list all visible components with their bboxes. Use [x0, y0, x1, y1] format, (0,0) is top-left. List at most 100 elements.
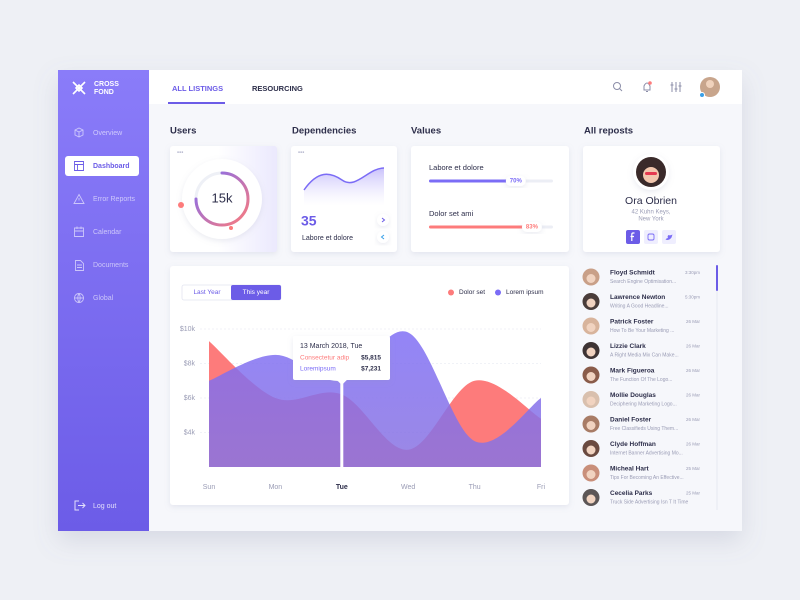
notification-dot [648, 81, 652, 85]
y-tick-label: $10k [180, 326, 196, 333]
dependencies-value: 35 [301, 213, 317, 229]
dependencies-label: Labore et dolore [302, 235, 353, 242]
message-avatar-face [586, 347, 596, 357]
message-name[interactable]: Clyde Hoffman [610, 441, 656, 448]
facebook-icon [630, 232, 635, 241]
nav-item[interactable]: Dashboard [93, 163, 130, 170]
message-name[interactable]: Mark Figueroa [610, 368, 655, 375]
x-tick-label: Tue [336, 484, 348, 491]
nav-icon [74, 161, 84, 171]
y-tick-label: $8k [184, 360, 196, 367]
nav-item[interactable]: Calendar [93, 229, 122, 236]
value-percent: 83% [526, 225, 539, 231]
nav-icon [74, 127, 84, 138]
message-preview: The Function Of The Logo... [610, 377, 672, 383]
bell-icon[interactable] [643, 82, 651, 92]
message-preview: A Right Media Mix Can Make... [610, 352, 679, 358]
message-name[interactable]: Daniel Foster [610, 417, 652, 424]
nav-item[interactable]: Overview [93, 130, 123, 137]
status-dot [699, 92, 705, 98]
message-preview: Truck Side Advertising Isn T It Time [610, 499, 688, 505]
tab-underline [168, 102, 225, 104]
message-name[interactable]: Patrick Foster [610, 319, 654, 326]
profile-card [583, 146, 720, 252]
nav-icon [73, 193, 85, 204]
message-avatar-face [586, 421, 596, 430]
instagram-button[interactable] [644, 230, 658, 244]
next-icon [381, 217, 386, 223]
tooltip-name: Consectetur adip [300, 355, 350, 362]
message-time: 26 Mar [686, 442, 701, 447]
toggle-option[interactable]: This year [243, 289, 271, 296]
tooltip [293, 336, 390, 380]
profile-address: New York [638, 217, 664, 223]
tab-active[interactable]: ALL LISTINGS [172, 84, 223, 93]
value-label: Labore et dolore [429, 163, 484, 172]
tooltip-value: $7,231 [361, 366, 381, 373]
logo-text: CROSS [94, 81, 119, 88]
twitter-icon [665, 234, 673, 240]
message-name[interactable]: Mollie Douglas [610, 392, 656, 399]
ring-arc [194, 171, 250, 227]
toggle-option[interactable]: Last Year [193, 289, 221, 296]
message-avatar-face [586, 470, 596, 479]
message-preview: Free Classifieds Using Them... [610, 426, 678, 432]
settings-icon[interactable] [670, 82, 682, 92]
prev-button[interactable] [377, 231, 389, 243]
sidebar [58, 70, 149, 531]
message-avatar-face [586, 323, 596, 332]
instagram-icon [647, 233, 655, 241]
y-tick-label: $4k [184, 429, 196, 436]
logout[interactable]: Log out [93, 503, 116, 510]
tooltip-value: $5,815 [361, 355, 381, 362]
profile-address: 42 Kuhn Keys, [631, 210, 670, 216]
nav-item[interactable]: Documents [93, 262, 129, 269]
nav-item[interactable]: Global [93, 295, 114, 302]
card-menu[interactable]: ••• [298, 151, 304, 157]
tooltip-pointer [336, 380, 347, 385]
values-bars: Labore et dolore 70% Dolor set ami 83% [429, 163, 553, 232]
message-preview: Deciphering Marketing Logo... [610, 401, 677, 407]
toggle-active[interactable] [231, 285, 281, 300]
message-name[interactable]: Cecelia Parks [610, 490, 653, 497]
area [209, 331, 541, 467]
nav-item[interactable]: Error Reports [93, 196, 136, 203]
logout-icon[interactable] [74, 500, 86, 511]
x-tick-label: Sun [203, 484, 216, 491]
message-name[interactable]: Lizzie Clark [610, 343, 646, 350]
users-value: 15k [212, 190, 233, 205]
message-time: 26 Mar [686, 368, 701, 373]
tab[interactable]: RESOURCING [252, 84, 303, 93]
message-preview: How To Be Your Marketing ... [610, 328, 674, 334]
sparkline [303, 167, 385, 191]
y-tick-label: $6k [184, 395, 196, 402]
scroll-thumb[interactable] [716, 265, 718, 291]
message-time: 3:30pm [685, 270, 700, 275]
next-button[interactable] [377, 214, 389, 226]
x-tick-label: Fri [537, 484, 546, 491]
section-title: Users [170, 126, 196, 137]
nav-icon [74, 293, 84, 304]
card-menu[interactable]: ••• [177, 151, 183, 157]
message-name[interactable]: Micheal Hart [610, 466, 649, 473]
ring-backdrop [182, 159, 262, 239]
message-preview: Tips For Becoming An Effective... [610, 475, 684, 481]
logo-text: FOND [94, 89, 114, 96]
message-name[interactable]: Lawrence Newton [610, 294, 665, 301]
tooltip-name: Loremipsum [300, 366, 336, 373]
message-name[interactable]: Floyd Schmidt [610, 270, 656, 277]
message-time: 26 Mar [686, 319, 701, 324]
legend-dot [495, 289, 501, 296]
value-bar [429, 179, 516, 183]
message-avatar-face [586, 445, 596, 455]
message-time: 25 Mar [686, 491, 701, 496]
nav-icon [74, 226, 84, 237]
user-avatar-face [706, 80, 714, 88]
search-icon[interactable] [613, 82, 623, 92]
nav-active-bg [65, 156, 139, 176]
message-list: Floyd Schmidt Search Engine Optimisation.… [582, 268, 701, 506]
value-percent: 70% [510, 179, 523, 185]
legend-label: Dolor set [459, 289, 485, 296]
scroll-track [716, 265, 718, 510]
